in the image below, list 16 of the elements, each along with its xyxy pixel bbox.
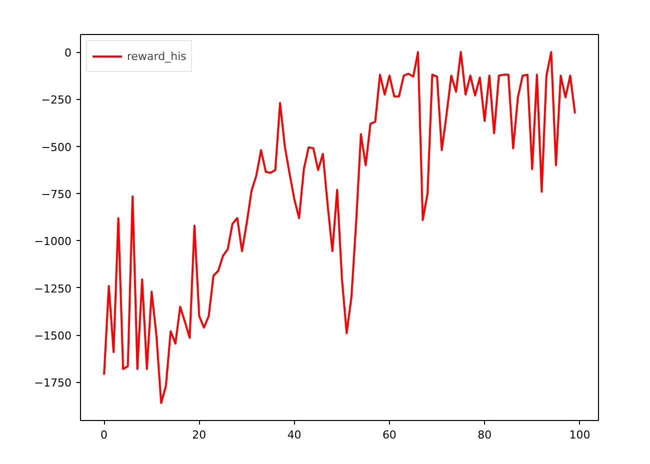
- y-tick-label: −500: [41, 140, 72, 154]
- line-series: [103, 51, 576, 404]
- x-tick-label: 100: [569, 428, 590, 442]
- x-tick-label: 0: [100, 428, 108, 442]
- x-tick-label: 20: [192, 428, 206, 442]
- y-tick-label: −750: [41, 188, 72, 202]
- y-tick-label: −1750: [34, 376, 72, 390]
- x-tick-label: 80: [478, 428, 492, 442]
- y-tick-label: −250: [41, 94, 72, 107]
- x-tick-label: 40: [287, 428, 302, 442]
- y-tick-label: −1000: [34, 235, 72, 248]
- y-tick-label: −1500: [34, 330, 72, 343]
- x-tick-label: 60: [382, 428, 396, 442]
- y-tick-label: −1250: [34, 282, 72, 296]
- legend-label: reward_his: [127, 50, 186, 62]
- y-tick-label: 0: [64, 46, 72, 60]
